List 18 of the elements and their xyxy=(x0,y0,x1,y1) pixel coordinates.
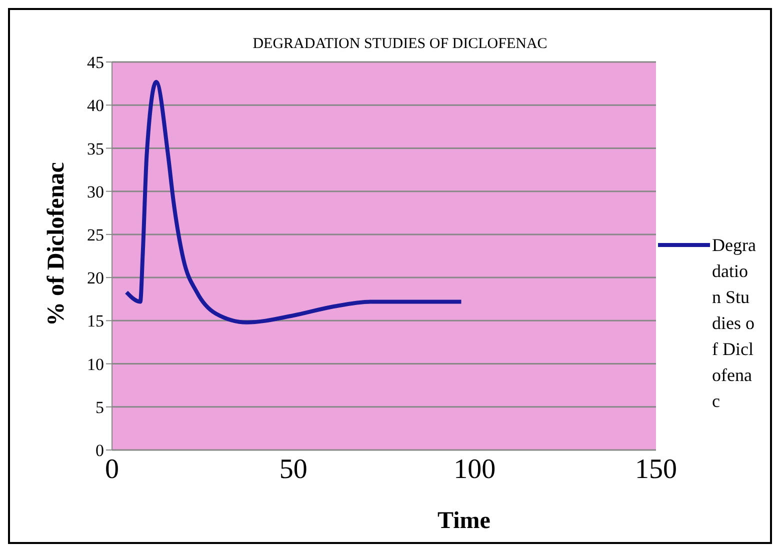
y-tick-label: 35 xyxy=(87,139,104,158)
chart-title: DEGRADATION STUDIES OF DICLOFENAC xyxy=(252,36,548,53)
x-tick-label: 150 xyxy=(635,454,677,485)
y-tick-label: 30 xyxy=(87,182,104,202)
y-tick-label: 25 xyxy=(87,225,104,244)
x-axis-title: Time xyxy=(438,508,491,534)
legend-label: Degradation Studies of Diclofenac xyxy=(712,234,756,413)
line-series xyxy=(124,80,464,324)
y-tick-label: 5 xyxy=(96,398,104,417)
x-tick-label: 100 xyxy=(454,454,496,485)
y-tick-label: 45 xyxy=(87,53,104,72)
y-tick-label: 0 xyxy=(96,441,104,460)
y-tick-label: 40 xyxy=(87,96,104,116)
x-tick-label: 50 xyxy=(279,454,308,485)
y-tick-label: 20 xyxy=(87,268,104,288)
y-axis-title: % of Diclofenac xyxy=(44,162,70,326)
y-tick-label: 15 xyxy=(87,312,104,331)
y-tick-label: 10 xyxy=(87,354,104,374)
